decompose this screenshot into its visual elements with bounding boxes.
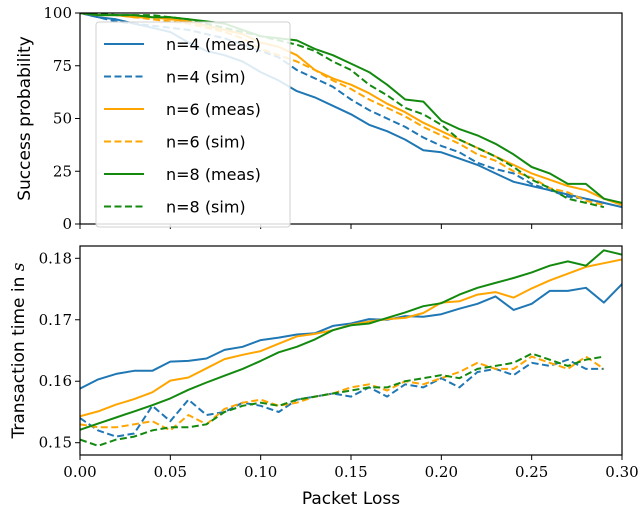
x-tick-label: 0.30 (605, 463, 638, 481)
bottom-y-axis-label-symbol: s (9, 262, 29, 271)
bottom-y-axis-label: Transaction time in s (9, 262, 29, 439)
top-y-tick-label: 0 (62, 215, 72, 233)
x-tick-label: 0.25 (515, 463, 548, 481)
success-probability-panel: 0 25 50 75 100 Success probability n=4 (meas… (15, 4, 623, 233)
legend-label-n-6-meas: n=6 (meas) (166, 100, 261, 119)
legend-label-n-6-sim: n=6 (sim) (166, 133, 246, 152)
top-y-tick-label: 100 (43, 4, 72, 22)
x-tick-label: 0.15 (334, 463, 367, 481)
transaction-time-panel: 0.00 0.05 0.10 0.15 0.20 0.25 0.30 0.15 0.16 0.17… (9, 245, 639, 509)
bottom-ticks: 0.00 0.05 0.10 0.15 0.20 0.25 0.30 0.15 0.16 0.17… (39, 249, 639, 481)
legend-label-n-8-meas: n=8 (meas) (166, 165, 261, 184)
top-y-axis-label: Success probability (15, 36, 35, 201)
bottom-series-n-6-meas (80, 258, 622, 418)
legend-label-n-4-meas: n=4 (meas) (166, 35, 261, 54)
bottom-y-tick-label: 0.15 (39, 434, 72, 452)
bottom-series-n-4-meas (80, 283, 622, 390)
x-tick-label: 0.05 (154, 463, 187, 481)
legend-box (95, 21, 291, 228)
bottom-y-tick-label: 0.17 (39, 311, 72, 329)
legend-label-n-8-sim: n=8 (sim) (166, 198, 246, 217)
legend: n=4 (meas) n=4 (sim) n=6 (meas) n=6 (sim) n=… (95, 21, 291, 228)
bottom-y-tick-label: 0.18 (39, 249, 72, 267)
x-tick-label: 0.10 (244, 463, 277, 481)
bottom-y-tick-label: 0.16 (39, 372, 72, 390)
legend-label-n-4-sim: n=4 (sim) (166, 68, 246, 87)
top-series-n-8-sim (80, 13, 605, 209)
bottom-series-n-4-sim (80, 358, 604, 438)
bottom-y-axis-label-text: Transaction time in (9, 271, 29, 439)
top-series-n-6-sim (80, 13, 605, 206)
x-tick-label: 0.00 (63, 463, 96, 481)
bottom-series-n-8-sim (80, 352, 605, 447)
top-series-n-6-meas (80, 13, 622, 206)
x-axis-label: Packet Loss (302, 489, 400, 509)
bottom-plot-frame (79, 245, 623, 456)
top-ticks: 0 25 50 75 100 (43, 4, 623, 233)
bottom-series-n-8-meas (80, 249, 622, 431)
transaction-time-lines (80, 249, 622, 447)
x-tick-label: 0.20 (425, 463, 458, 481)
top-y-tick-label: 75 (53, 57, 72, 75)
top-y-tick-label: 25 (53, 162, 72, 180)
bottom-series-n-6-sim (80, 355, 605, 432)
top-y-tick-label: 50 (53, 110, 72, 128)
